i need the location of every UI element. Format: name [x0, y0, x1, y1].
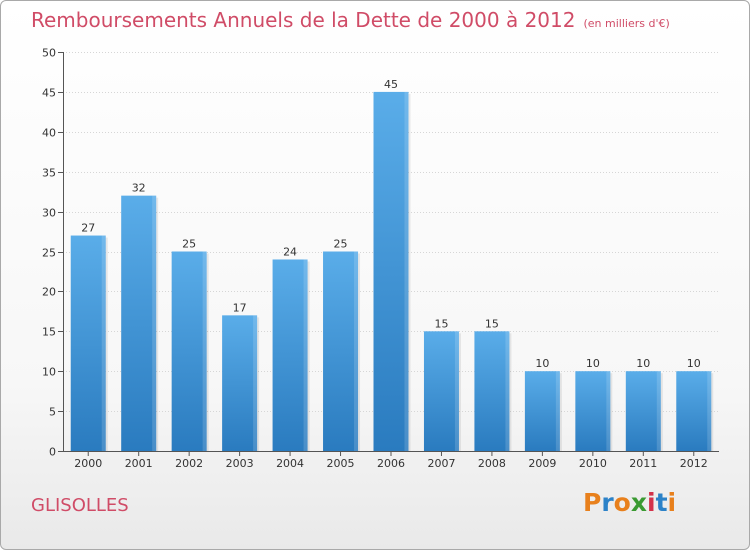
y-tick-label: 50	[42, 47, 56, 60]
y-tick-label: 10	[42, 366, 56, 379]
x-tick-label: 2011	[629, 457, 657, 470]
bar	[474, 331, 510, 451]
bar	[272, 259, 308, 451]
bar-highlight	[404, 91, 409, 452]
bar-highlight	[152, 195, 157, 451]
bar	[121, 195, 157, 451]
bar-highlight	[606, 371, 611, 451]
bar	[323, 251, 359, 451]
chart-title: Remboursements Annuels de la Dette de 20…	[31, 8, 731, 32]
x-tick-label: 2010	[579, 457, 607, 470]
x-tick-label: 2009	[528, 457, 556, 470]
bar-highlight	[555, 371, 560, 451]
y-tick-label: 40	[42, 127, 56, 140]
bar	[373, 91, 409, 452]
bar	[625, 371, 661, 451]
bar-value-label: 10	[636, 357, 650, 370]
bar	[222, 315, 258, 451]
bar-highlight	[253, 315, 258, 451]
bar	[676, 371, 712, 451]
proxiti-logo: Proxiti	[583, 488, 676, 517]
bar-highlight	[454, 331, 459, 451]
bar-value-label: 17	[233, 301, 247, 314]
bar-value-label: 25	[182, 238, 196, 251]
bar-value-label: 15	[485, 317, 499, 330]
bar-highlight	[707, 371, 712, 451]
bar-highlight	[656, 371, 661, 451]
bar	[575, 371, 611, 451]
bar-highlight	[303, 259, 308, 451]
x-tick-label: 2008	[478, 457, 506, 470]
logo-letter: r	[601, 488, 614, 517]
logo-letter: P	[583, 488, 602, 517]
axes	[58, 52, 719, 456]
x-tick-label: 2000	[74, 457, 102, 470]
bar-value-label: 10	[535, 357, 549, 370]
bar-value-label: 27	[81, 222, 95, 235]
bar-highlight	[505, 331, 510, 451]
chart-subtitle: (en milliers d'€)	[583, 17, 670, 30]
x-tick-label: 2012	[680, 457, 708, 470]
x-tick-label: 2003	[226, 457, 254, 470]
bar	[524, 371, 560, 451]
logo-letter: x	[630, 488, 647, 517]
commune-name: GLISOLLES	[31, 495, 129, 516]
bar-value-label: 25	[334, 238, 348, 251]
bar	[171, 251, 207, 451]
bar	[423, 331, 459, 451]
y-tick-label: 0	[49, 446, 56, 459]
bar-value-label: 10	[687, 357, 701, 370]
bars	[70, 91, 714, 452]
x-tick-label: 2001	[125, 457, 153, 470]
bar-value-label: 45	[384, 78, 398, 91]
bar-highlight	[101, 235, 106, 451]
y-tick-label: 35	[42, 167, 56, 180]
bar-highlight	[202, 251, 207, 451]
bar-value-label: 32	[132, 182, 146, 195]
x-tick-label: 2006	[377, 457, 405, 470]
chart-title-text: Remboursements Annuels de la Dette de 20…	[31, 8, 576, 32]
x-tick-label: 2005	[327, 457, 355, 470]
logo-letter: t	[655, 488, 668, 517]
y-tick-label: 25	[42, 247, 56, 260]
y-tick-label: 45	[42, 87, 56, 100]
bar-value-label: 24	[283, 245, 297, 258]
bar-highlight	[354, 251, 359, 451]
y-tick-label: 5	[49, 406, 56, 419]
x-tick-label: 2002	[175, 457, 203, 470]
y-tick-label: 30	[42, 207, 56, 220]
bar-value-label: 10	[586, 357, 600, 370]
bar-value-label: 15	[434, 317, 448, 330]
logo-letter: i	[647, 488, 656, 517]
y-tick-label: 15	[42, 326, 56, 339]
labels: 0 5 10 15 20 25 30 35 40 45 50 27 2000 32 2001 25 2002 17…	[42, 47, 708, 471]
x-tick-label: 2004	[276, 457, 304, 470]
logo-letter: i	[667, 488, 677, 517]
x-tick-label: 2007	[427, 457, 455, 470]
bar	[70, 235, 106, 451]
y-tick-label: 20	[42, 286, 56, 299]
logo-letter: o	[613, 488, 631, 517]
